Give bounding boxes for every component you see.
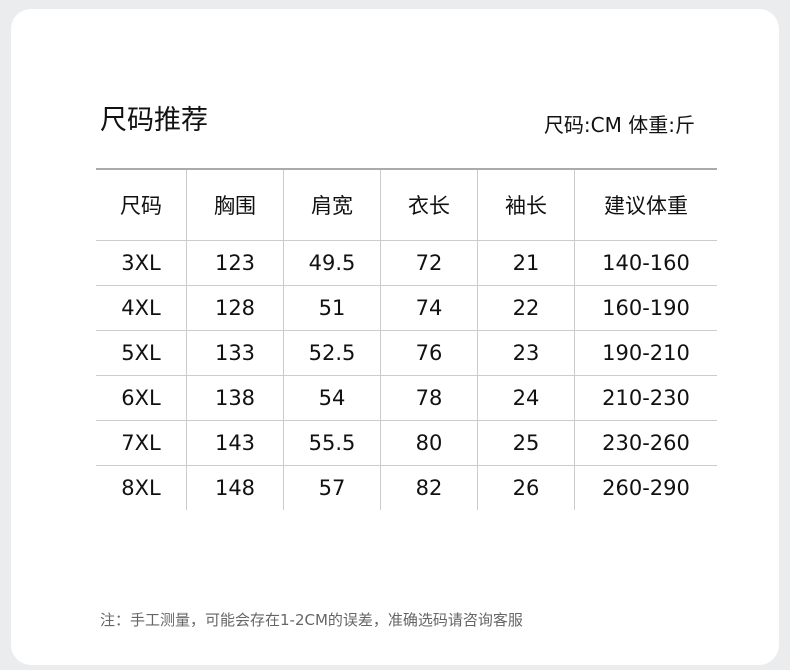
table-cell: 80 bbox=[380, 420, 478, 466]
header-row: 尺码 胸围 肩宽 衣长 袖长 建议体重 bbox=[96, 169, 717, 241]
header-cell: 衣长 bbox=[380, 169, 478, 241]
table-cell: 25 bbox=[477, 420, 575, 466]
table-cell: 82 bbox=[380, 465, 478, 510]
table-cell: 54 bbox=[283, 375, 381, 421]
table-cell: 230-260 bbox=[574, 420, 717, 466]
table-cell: 76 bbox=[380, 330, 478, 376]
table-cell: 72 bbox=[380, 240, 478, 286]
table-row: 7XL 143 55.5 80 25 230-260 bbox=[96, 420, 717, 466]
units-label: 尺码:CM 体重:斤 bbox=[543, 113, 695, 137]
table-row: 6XL 138 54 78 24 210-230 bbox=[96, 375, 717, 421]
table-cell: 21 bbox=[477, 240, 575, 286]
table-cell: 148 bbox=[186, 465, 284, 510]
table-row: 5XL 133 52.5 76 23 190-210 bbox=[96, 330, 717, 376]
page-title: 尺码推荐 bbox=[100, 105, 208, 136]
table-cell: 138 bbox=[186, 375, 284, 421]
table-cell: 24 bbox=[477, 375, 575, 421]
table-cell: 22 bbox=[477, 285, 575, 331]
header-cell: 肩宽 bbox=[283, 169, 381, 241]
table-row: 3XL 123 49.5 72 21 140-160 bbox=[96, 240, 717, 286]
table-cell: 260-290 bbox=[574, 465, 717, 510]
table-row: 8XL 148 57 82 26 260-290 bbox=[96, 465, 717, 510]
header-cell: 袖长 bbox=[477, 169, 575, 241]
size-table: 尺码 胸围 肩宽 衣长 袖长 建议体重 3XL 123 49.5 72 21 140-16… bbox=[96, 168, 717, 510]
table-cell: 4XL bbox=[96, 285, 187, 331]
table-cell: 74 bbox=[380, 285, 478, 331]
table-cell: 190-210 bbox=[574, 330, 717, 376]
table-cell: 51 bbox=[283, 285, 381, 331]
header-cell: 尺码 bbox=[96, 169, 187, 241]
table-cell: 143 bbox=[186, 420, 284, 466]
header-cell: 胸围 bbox=[186, 169, 284, 241]
table-cell: 57 bbox=[283, 465, 381, 510]
table-cell: 133 bbox=[186, 330, 284, 376]
table-cell: 7XL bbox=[96, 420, 187, 466]
table-cell: 160-190 bbox=[574, 285, 717, 331]
table-cell: 8XL bbox=[121, 476, 161, 500]
table-cell: 49.5 bbox=[283, 240, 381, 286]
table-cell: 78 bbox=[380, 375, 478, 421]
table-cell: 55.5 bbox=[283, 420, 381, 466]
table-cell: 3XL bbox=[96, 240, 187, 286]
table-cell: 5XL bbox=[96, 330, 187, 376]
table-cell: 23 bbox=[477, 330, 575, 376]
table-row: 4XL 128 51 74 22 160-190 bbox=[96, 285, 717, 331]
table-cell: 123 bbox=[186, 240, 284, 286]
note-text: 注：手工测量，可能会存在1-2CM的误差，准确选码请咨询客服 bbox=[100, 611, 523, 629]
table-cell: 52.5 bbox=[283, 330, 381, 376]
table-cell: 6XL bbox=[96, 375, 187, 421]
table-cell: 26 bbox=[477, 465, 575, 510]
header-cell: 建议体重 bbox=[574, 169, 717, 241]
table-cell: 210-230 bbox=[574, 375, 717, 421]
size-chart-card: 尺码推荐 尺码:CM 体重:斤 尺码 胸围 肩宽 衣长 袖长 建议体重 3XL 1… bbox=[11, 9, 779, 665]
table-cell: 128 bbox=[186, 285, 284, 331]
table-cell: 140-160 bbox=[574, 240, 717, 286]
